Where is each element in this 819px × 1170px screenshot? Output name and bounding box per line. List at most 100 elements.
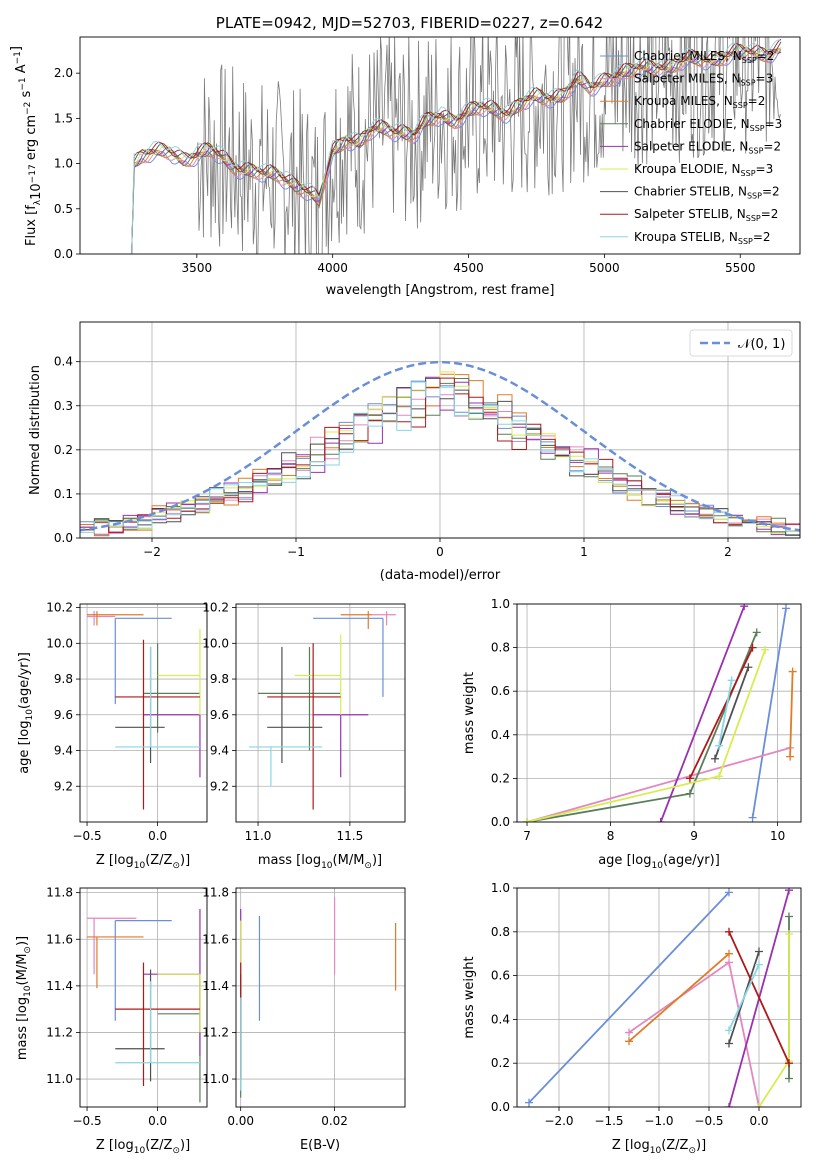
- weight-marker: [725, 958, 733, 967]
- mass-weight-vs-Z-x-tick-label: 0.0: [749, 1114, 768, 1128]
- mass-weight-vs-Z-x-tick-label: −0.5: [694, 1114, 723, 1128]
- weight-marker: [740, 604, 749, 611]
- residuals-plot-area: [80, 360, 800, 537]
- age-vs-Z-panel: −0.5 0.0 9.2 9.4 9.6 9.8 10.0 10.2 Z [log10(Z/Z⊙…: [17, 601, 208, 871]
- mass-vs-ebv-x-label: E(B-V): [300, 1138, 340, 1153]
- mass-weight-vs-Z-y-tick-label: 0.2: [491, 1056, 510, 1070]
- age-vs-Z-x-tick-label: −0.5: [72, 829, 101, 843]
- weight-marker: [725, 888, 733, 897]
- legend-entry: Kroupa ELODIE, NSSP=3: [634, 162, 773, 178]
- weight-marker: [725, 949, 733, 958]
- mass-weight-vs-Z-frame: [516, 887, 802, 1108]
- spectrum-x-tick-label: 4500: [453, 261, 484, 275]
- age-vs-Z-y-tick-label: 9.2: [54, 779, 73, 793]
- age-vs-mass-y-tick-label: 9.4: [210, 744, 229, 758]
- weight-marker: [755, 947, 763, 956]
- age-vs-mass-y-tick-label: 9.6: [210, 708, 229, 722]
- model-spectrum-kroupa-elodie: [128, 44, 782, 254]
- mass-vs-Z-y-tick-label: 11.0: [46, 1072, 73, 1086]
- residuals-y-tick-label: 0.4: [54, 355, 73, 369]
- figure-title: PLATE=0942, MJD=52703, FIBERID=0227, z=0…: [216, 14, 603, 32]
- mass-weight-vs-Z-panel: −2.0 −1.5 −1.0 −0.5 0.0 0.0 0.2 0.4 0.6 0.8 1.0 mas…: [462, 881, 802, 1156]
- weight-marker: [685, 774, 694, 783]
- mass-weight-vs-Z-y-tick-label: 0.8: [491, 925, 510, 939]
- age-vs-mass-frame: [235, 603, 406, 823]
- residuals-y-tick-label: 0.0: [54, 531, 73, 545]
- mass-weight-vs-age-y-tick-label: 0.6: [491, 684, 510, 698]
- age-vs-Z-y-tick-label: 10.0: [46, 636, 73, 650]
- observed-spectrum: [196, 37, 781, 254]
- mass-weight-vs-Z-plot-area: [525, 888, 793, 1107]
- weight-marker: [685, 789, 694, 798]
- age-vs-Z-x-tick-label: 0.0: [148, 829, 167, 843]
- weight-marker: [523, 818, 532, 822]
- mass-vs-Z-frame: [79, 887, 208, 1108]
- residuals-y-label: Normed distribution: [28, 365, 43, 495]
- mass-weight-vs-age-y-tick-label: 0.4: [491, 728, 510, 742]
- mass-vs-ebv-frame: [235, 887, 406, 1108]
- age-vs-Z-y-tick-label: 9.4: [54, 744, 73, 758]
- weight-marker: [786, 752, 795, 761]
- mass-vs-Z-x-tick-label: −0.5: [72, 1114, 101, 1128]
- histogram-kroupa-stelib: [80, 381, 800, 533]
- model-spectrum-kroupa-stelib: [128, 39, 782, 254]
- age-vs-mass-y-tick-label: 9.8: [210, 672, 229, 686]
- mass-weight-vs-age-x-tick-label: 9: [690, 829, 698, 843]
- spectrum-plot-area: [128, 37, 782, 254]
- mass-vs-Z-x-label: Z [log10(Z/Z⊙)]: [96, 1138, 190, 1156]
- spectrum-y-tick-label: 1.5: [54, 111, 73, 125]
- weight-marker: [715, 772, 724, 781]
- legend-entry: Salpeter STELIB, NSSP=2: [634, 207, 778, 223]
- age-vs-Z-frame: [79, 603, 208, 823]
- mass-weight-vs-age-y-tick-label: 0.2: [491, 771, 510, 785]
- weight-line-kroupa-stelib: [718, 680, 733, 746]
- mass-weight-vs-Z-x-tick-label: −1.5: [594, 1114, 623, 1128]
- mass-weight-vs-age-y-label: mass weight: [462, 672, 477, 754]
- weight-marker: [785, 888, 793, 895]
- weight-line-kroupa-stelib: [728, 964, 760, 1031]
- weight-marker: [785, 929, 793, 938]
- age-vs-mass-x-label: mass [log10(M/M⊙)]: [258, 853, 382, 871]
- weight-marker: [725, 1039, 733, 1048]
- legend-entry: Chabrier ELODIE, NSSP=3: [634, 117, 782, 133]
- age-vs-mass-x-tick-label: 11.0: [245, 829, 272, 843]
- mass-vs-ebv-y-tick-label: 11.8: [202, 886, 229, 900]
- spectrum-y-label: Flux [fλ10−17 erg cm−2 s−1 A−1]: [9, 46, 44, 246]
- residuals-x-tick-label: −1: [287, 545, 305, 559]
- legend-entry: Salpeter MILES, NSSP=3: [634, 72, 773, 88]
- mass-weight-vs-age-frame: [516, 603, 802, 823]
- mass-vs-ebv-y-tick-label: 11.0: [202, 1072, 229, 1086]
- mass-weight-vs-age-x-tick-label: 8: [607, 829, 615, 843]
- weight-marker: [744, 663, 753, 672]
- mass-weight-vs-Z-y-tick-label: 1.0: [491, 881, 510, 895]
- weight-marker: [785, 912, 793, 921]
- mass-weight-vs-Z-x-label: Z [log10(Z/Z⊙)]: [612, 1138, 706, 1156]
- mass-weight-vs-age-x-label: age [log10(age/yr)]: [598, 853, 720, 871]
- weight-marker: [785, 1074, 793, 1083]
- weight-marker: [710, 754, 719, 763]
- legend-entry: Kroupa STELIB, NSSP=2: [634, 230, 771, 246]
- mass-vs-Z-y-tick-label: 11.4: [46, 979, 73, 993]
- mass-vs-ebv-y-tick-label: 11.4: [202, 979, 229, 993]
- mass-vs-ebv-y-tick-label: 11.6: [202, 932, 229, 946]
- spectrum-x-tick-label: 5000: [589, 261, 620, 275]
- mass-vs-Z-panel: −0.5 0.0 11.0 11.2 11.4 11.6 11.8 Z [log10(Z/Z⊙…: [15, 886, 208, 1156]
- weight-marker: [788, 667, 797, 676]
- mass-weight-vs-age-y-tick-label: 1.0: [491, 597, 510, 611]
- legend-entry: 𝒩(0, 1): [738, 337, 785, 352]
- mass-weight-vs-age-y-tick-label: 0.0: [491, 815, 510, 829]
- legend-entry: Chabrier MILES, NSSP=2: [634, 49, 774, 65]
- spectrum-x-label: wavelength [Angstrom, rest frame]: [326, 283, 555, 298]
- residuals-x-tick-label: 1: [580, 545, 588, 559]
- weight-line-kroupa-miles: [789, 671, 794, 757]
- age-vs-mass-y-tick-label: 10.0: [202, 636, 229, 650]
- residuals-y-tick-label: 0.1: [54, 487, 73, 501]
- mass-vs-ebv-plot-area: [240, 897, 397, 1098]
- residuals-y-tick-label: 0.3: [54, 399, 73, 413]
- weight-marker: [525, 1098, 533, 1107]
- weight-marker: [748, 813, 757, 822]
- age-vs-Z-y-label: age [log10(age/yr)]: [17, 652, 35, 774]
- mass-vs-Z-y-tick-label: 11.6: [46, 932, 73, 946]
- mass-weight-vs-Z-y-tick-label: 0.6: [491, 969, 510, 983]
